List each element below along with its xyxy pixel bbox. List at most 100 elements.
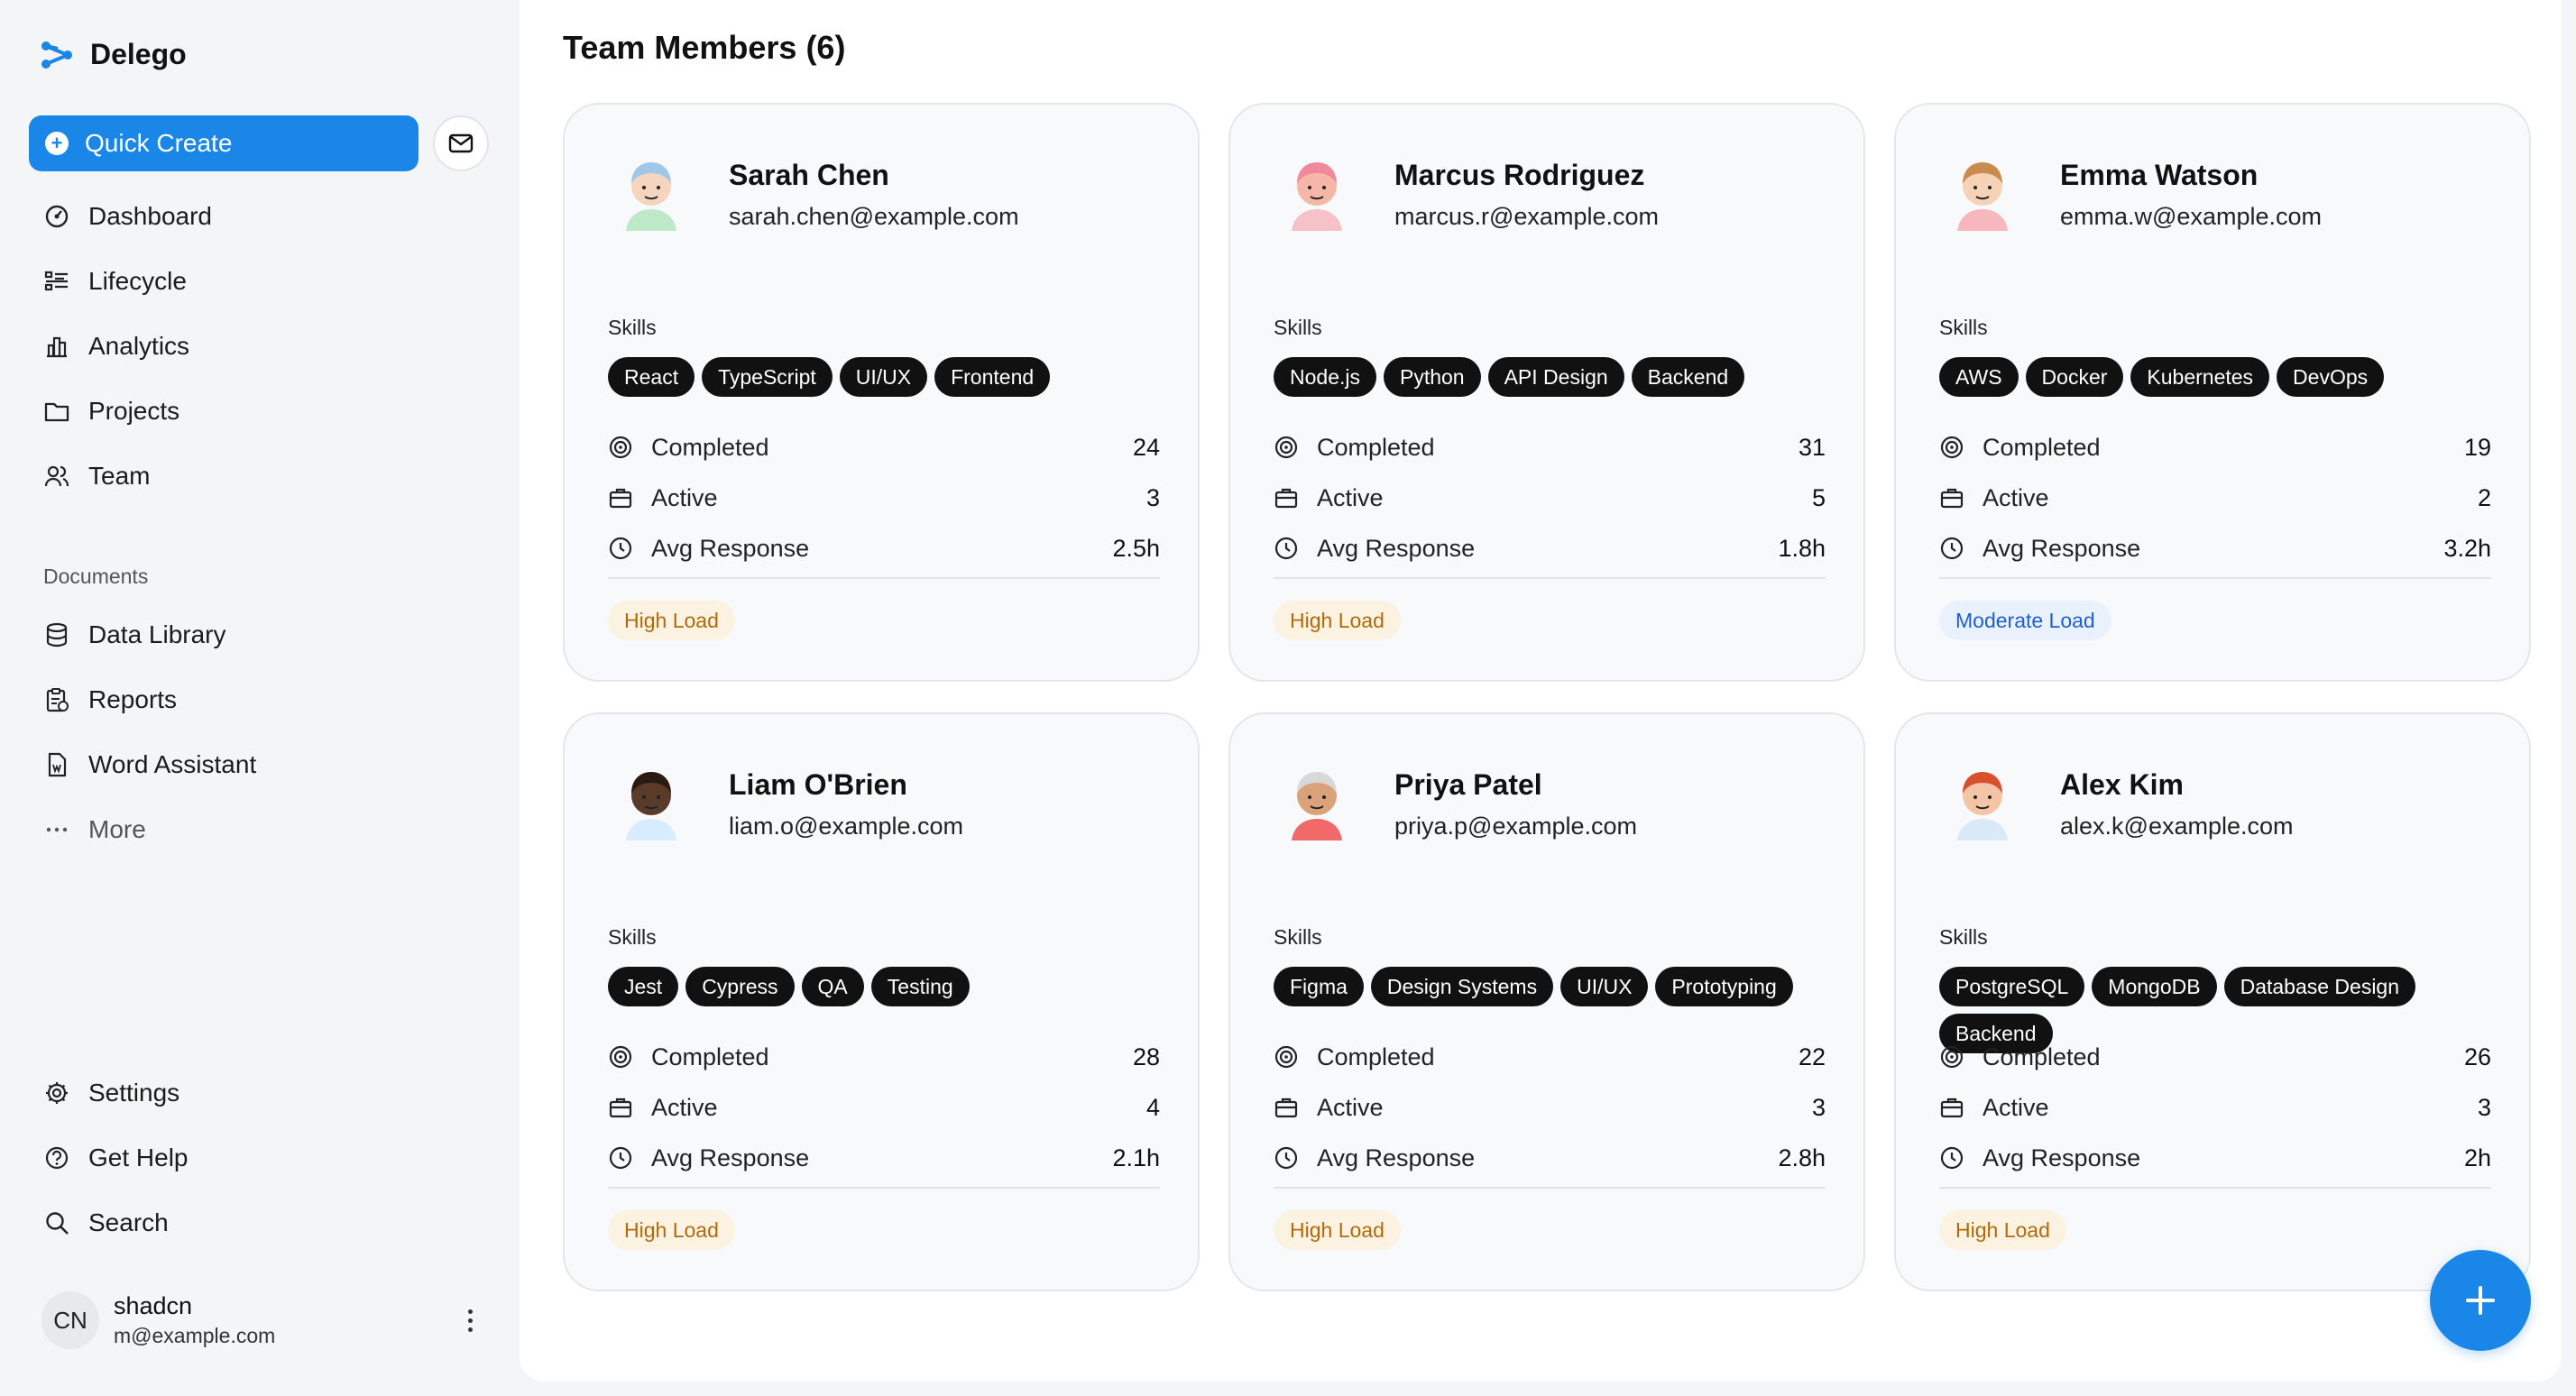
divider (608, 1187, 1160, 1189)
stat-active: Active 3 (1939, 1082, 2491, 1133)
skill-tag: Node.js (1274, 357, 1376, 397)
target-icon (1274, 1045, 1298, 1069)
file-icon (48, 752, 67, 777)
clock-icon (609, 1146, 632, 1170)
brand[interactable]: Delego (40, 38, 187, 71)
users-icon (44, 465, 69, 487)
member-card-2[interactable]: Emma Watson emma.w@example.com Skills AW… (1894, 103, 2531, 682)
clipboard-icon (46, 688, 69, 712)
skill-tag: Testing (870, 967, 970, 1006)
skills-label: Skills (1939, 925, 1988, 949)
member-card-3[interactable]: Liam O'Brien liam.o@example.com Skills J… (563, 712, 1200, 1291)
load-status-badge: High Load (1939, 1210, 2066, 1250)
nav-item-get-help[interactable]: Get Help (29, 1125, 491, 1190)
nav-label: Get Help (88, 1143, 189, 1171)
nav-label: Team (88, 462, 151, 490)
user-profile[interactable]: CN shadcn m@example.com (41, 1291, 483, 1349)
nav-item-lifecycle[interactable]: Lifecycle (29, 249, 491, 314)
skill-tag: UI/UX (839, 357, 928, 397)
member-email[interactable]: emma.w@example.com (2060, 203, 2322, 230)
skill-tag: Kubernetes (2130, 357, 2270, 397)
stat-value: 26 (2463, 1042, 2491, 1070)
stat-active: Active 3 (1274, 1082, 1826, 1133)
member-email[interactable]: liam.o@example.com (729, 813, 963, 840)
logo-icon (41, 41, 73, 69)
secondary-nav: Settings Get Help Search (29, 1061, 491, 1255)
stat-value: 31 (1798, 433, 1826, 461)
stat-completed: Completed 19 (1939, 422, 2491, 473)
briefcase-icon (1274, 1098, 1298, 1118)
member-email[interactable]: priya.p@example.com (1394, 813, 1638, 840)
list-icon (44, 271, 68, 291)
nav-item-word-assistant[interactable]: Word Assistant (29, 732, 491, 797)
nav-item-data-library[interactable]: Data Library (29, 602, 491, 667)
plus-circle-icon: + (45, 132, 69, 155)
skill-tag: MongoDB (2092, 967, 2217, 1006)
skills-list: Node.js Python API Design Backend (1274, 357, 1826, 397)
stat-active: Active 5 (1274, 473, 1826, 523)
stat-label: Avg Response (1317, 534, 1476, 562)
skill-tag: React (608, 357, 695, 397)
stat-completed: Completed 24 (608, 422, 1160, 473)
member-email[interactable]: alex.k@example.com (2060, 813, 2294, 840)
card-header: Alex Kim alex.k@example.com (1939, 758, 2294, 844)
stat-avg-response: Avg Response 2h (1939, 1133, 2491, 1183)
add-member-button[interactable] (2430, 1250, 2531, 1351)
member-card-0[interactable]: Sarah Chen sarah.chen@example.com Skills… (563, 103, 1200, 682)
user-menu-icon[interactable] (456, 1302, 483, 1338)
nav-label: Word Assistant (88, 750, 257, 778)
documents-section-label: Documents (43, 565, 149, 588)
stat-value: 24 (1132, 433, 1160, 461)
quick-create-button[interactable]: + Quick Create (29, 115, 419, 171)
stat-label: Avg Response (651, 534, 810, 562)
nav-item-analytics[interactable]: Analytics (29, 314, 491, 379)
member-card-1[interactable]: Marcus Rodriguez marcus.r@example.com Sk… (1228, 103, 1865, 682)
stats: Completed 28 Active 4 Avg Response 2.1h (608, 1032, 1160, 1183)
skill-tag: AWS (1939, 357, 2019, 397)
avatar: CN (41, 1291, 99, 1349)
nav-item-team[interactable]: Team (29, 444, 491, 509)
stat-value: 2h (2463, 1143, 2491, 1171)
stat-value: 2.1h (1112, 1143, 1160, 1171)
card-header: Marcus Rodriguez marcus.r@example.com (1274, 148, 1659, 234)
nav-label: Dashboard (88, 202, 212, 230)
skill-tag: Design Systems (1370, 967, 1554, 1006)
nav-item-dashboard[interactable]: Dashboard (29, 184, 491, 249)
card-info: Alex Kim alex.k@example.com (2060, 758, 2294, 840)
inbox-button[interactable] (433, 115, 489, 171)
stat-label: Avg Response (1983, 1143, 2141, 1171)
clock-icon (1274, 537, 1298, 560)
chart-icon (47, 336, 67, 358)
divider (1939, 577, 2491, 579)
target-icon (1940, 1045, 1964, 1069)
briefcase-icon (1940, 488, 1964, 509)
member-card-4[interactable]: Priya Patel priya.p@example.com Skills F… (1228, 712, 1865, 1291)
skill-tag: Backend (1939, 1014, 2053, 1053)
user-name: shadcn (114, 1292, 193, 1319)
nav-item-more[interactable]: More (29, 797, 491, 862)
nav-item-reports[interactable]: Reports (29, 667, 491, 732)
stat-label: Completed (1317, 433, 1435, 461)
nav-label: Settings (88, 1079, 180, 1107)
nav-item-projects[interactable]: Projects (29, 379, 491, 444)
card-info: Priya Patel priya.p@example.com (1394, 758, 1637, 840)
card-header: Liam O'Brien liam.o@example.com (608, 758, 963, 844)
nav-item-settings[interactable]: Settings (29, 1061, 491, 1125)
quick-create-row: + Quick Create (29, 115, 489, 171)
member-email[interactable]: sarah.chen@example.com (729, 203, 1019, 230)
member-email[interactable]: marcus.r@example.com (1394, 203, 1659, 230)
skills-label: Skills (1274, 925, 1322, 949)
stat-value: 19 (2463, 433, 2491, 461)
skills-list: React TypeScript UI/UX Frontend (608, 357, 1160, 397)
stat-label: Completed (1983, 433, 2101, 461)
nav-item-search[interactable]: Search (29, 1190, 491, 1255)
stat-avg-response: Avg Response 2.1h (608, 1133, 1160, 1183)
stat-active: Active 3 (608, 473, 1160, 523)
card-info: Liam O'Brien liam.o@example.com (729, 758, 963, 840)
nav-label: Lifecycle (88, 267, 187, 295)
quick-create-label: Quick Create (85, 129, 233, 157)
skills-list: Jest Cypress QA Testing (608, 967, 1160, 1006)
stat-label: Active (1983, 483, 2049, 511)
nav-label: Projects (88, 397, 180, 425)
member-card-5[interactable]: Alex Kim alex.k@example.com Skills Postg… (1894, 712, 2531, 1291)
